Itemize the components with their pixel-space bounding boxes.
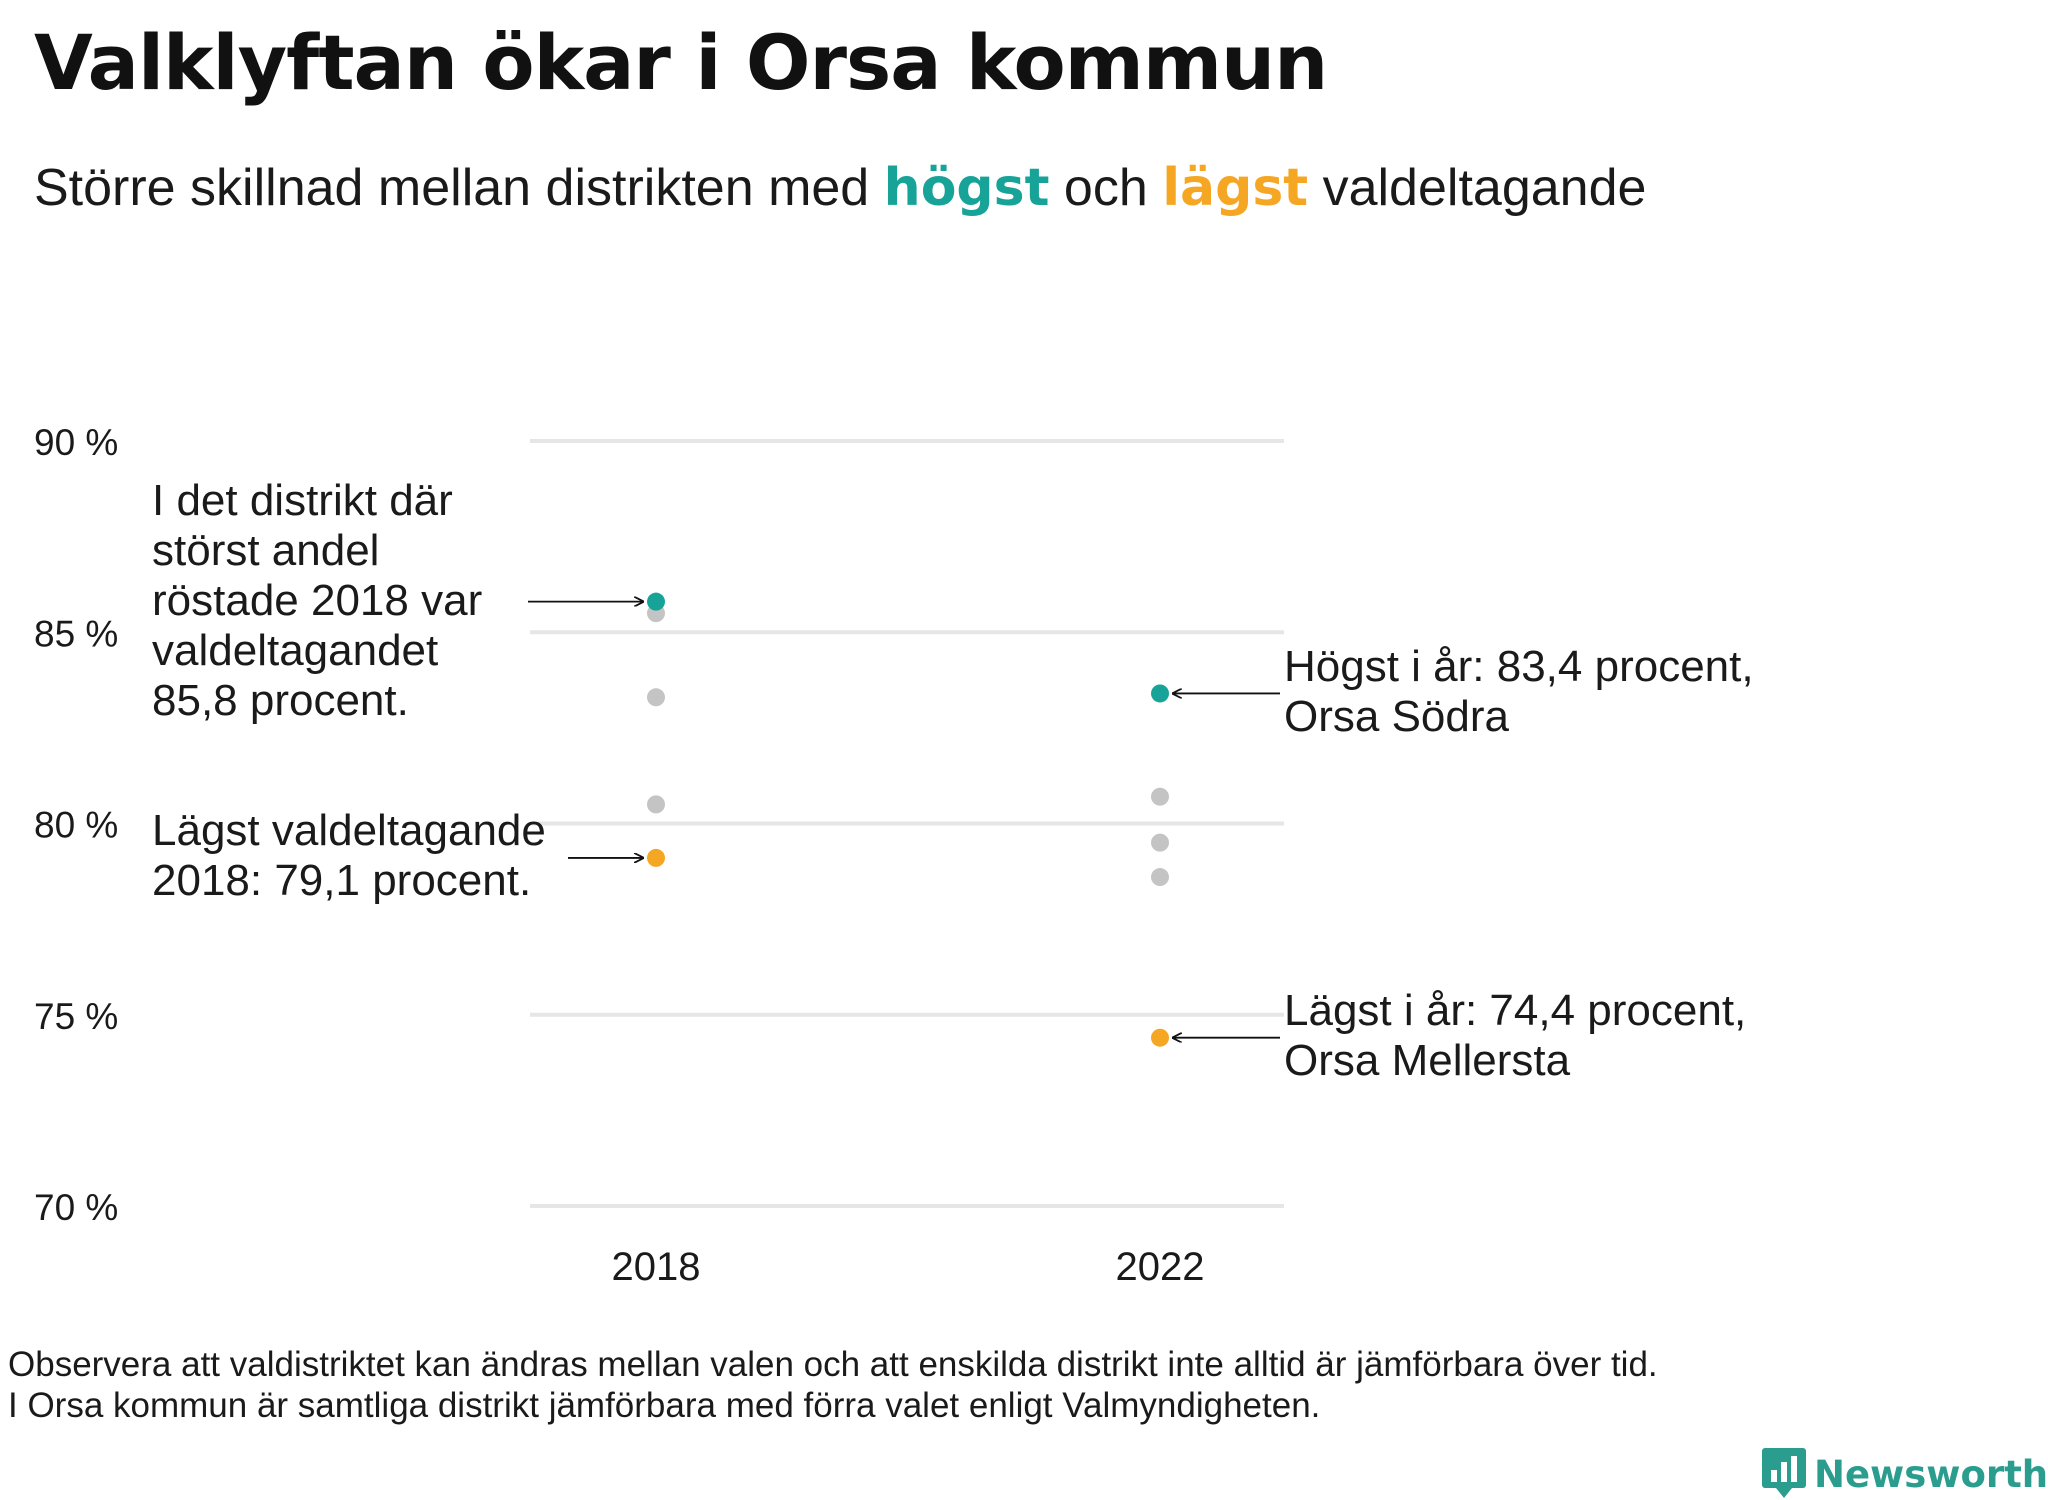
y-tick-label-80: 80 % <box>34 805 118 846</box>
data-point-2022-high <box>1151 684 1169 703</box>
subtitle-part2: valdeltagande <box>1308 159 1647 217</box>
annotation-2022-highest: Högst i år: 83,4 procent, Orsa Södra <box>1284 642 1754 741</box>
y-tick-label-90: 90 % <box>34 422 118 463</box>
brand-logo: Newsworthy <box>1762 1448 2048 1500</box>
y-tick-label-85: 85 % <box>34 613 118 654</box>
brand-name: Newsworthy <box>1814 1452 2048 1496</box>
chart-title: Valklyftan ökar i Orsa kommun <box>34 18 1328 107</box>
data-point-2018-low <box>647 848 665 867</box>
y-tick-label-70: 70 % <box>34 1187 118 1228</box>
subtitle-high-word: högst <box>883 158 1050 218</box>
data-point-2018-other <box>647 795 665 814</box>
data-point-2022-other <box>1151 787 1169 806</box>
data-point-2022-other <box>1151 868 1169 887</box>
y-tick-label-75: 75 % <box>34 996 118 1037</box>
data-point-2022-low <box>1151 1028 1169 1047</box>
data-point-2018-other <box>647 688 665 707</box>
chart-subtitle: Större skillnad mellan distrikten med hö… <box>34 158 1646 218</box>
footnote-line-1: Observera att valdistriktet kan ändras m… <box>8 1345 1658 1384</box>
annotation-2018-lowest: Lägst valdeltagande 2018: 79,1 procent. <box>152 806 546 905</box>
subtitle-mid: och <box>1049 159 1163 217</box>
bar-chart-speech-bubble-icon <box>1762 1448 1806 1498</box>
footnote: Observera att valdistriktet kan ändras m… <box>8 1344 1658 1426</box>
annotation-2018-highest: I det distrikt där störst andel röstade … <box>152 476 483 725</box>
dot-plot-chart: 90 % 85 % 80 % 75 % 70 % 2018 2022 <box>34 422 1284 1289</box>
x-tick-label-2022: 2022 <box>1116 1245 1205 1289</box>
data-point-2022-other <box>1151 833 1169 852</box>
x-tick-label-2018: 2018 <box>612 1245 701 1289</box>
subtitle-part1: Större skillnad mellan distrikten med <box>34 159 884 217</box>
footnote-line-2: I Orsa kommun är samtliga distrikt jämfö… <box>8 1386 1321 1425</box>
annotation-2022-lowest: Lägst i år: 74,4 procent, Orsa Mellersta <box>1284 986 1747 1085</box>
data-point-2018-high <box>647 592 665 611</box>
subtitle-low-word: lägst <box>1162 158 1309 218</box>
